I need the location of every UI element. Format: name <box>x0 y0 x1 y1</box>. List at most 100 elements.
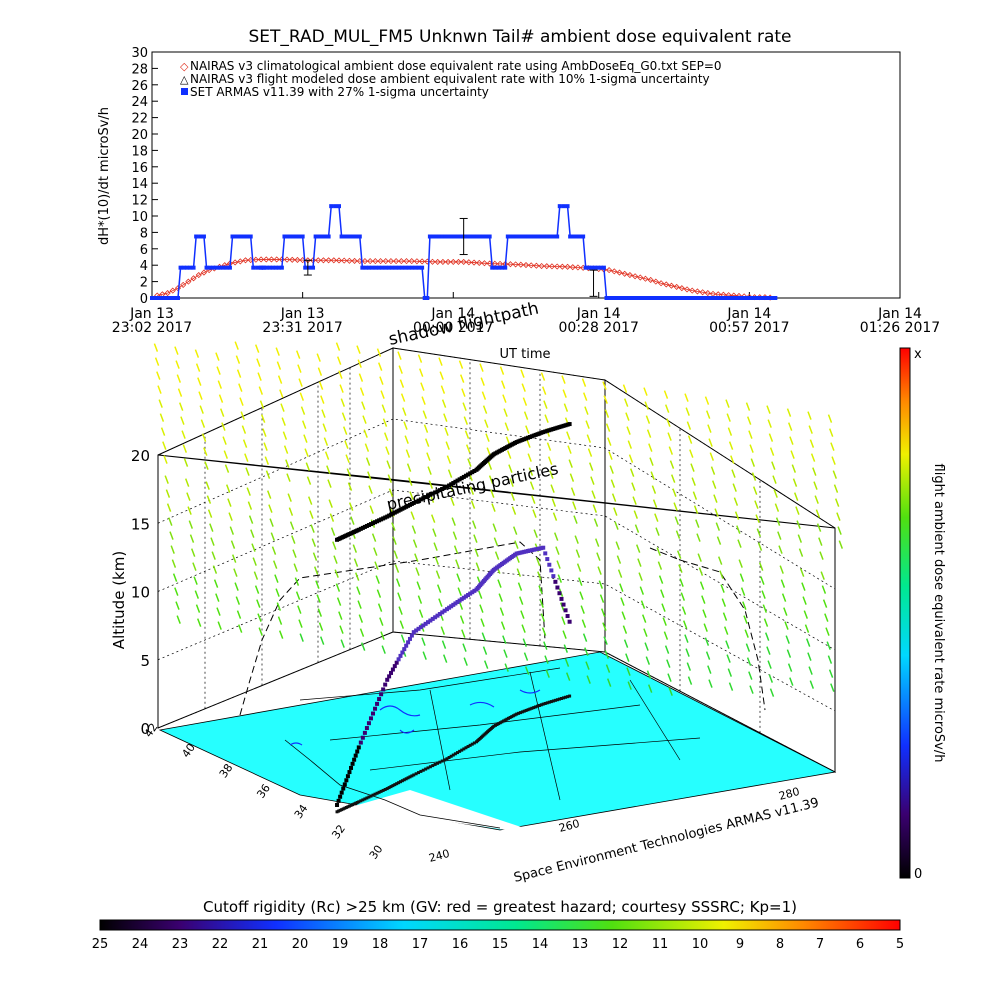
series-set-armas-point <box>685 296 690 300</box>
particle-mark <box>810 453 816 462</box>
particle-mark <box>520 610 525 619</box>
dose-rate-colorbar-max-label: x <box>914 347 922 362</box>
particle-mark <box>805 638 811 647</box>
particle-mark <box>787 663 793 672</box>
particle-mark <box>777 531 782 540</box>
series-set-armas-point <box>636 296 641 300</box>
particle-mark <box>430 514 436 523</box>
x-tick-time-label: 00:57 2017 <box>709 320 789 336</box>
particle-mark <box>808 425 813 434</box>
particle-mark <box>604 409 610 418</box>
particle-mark <box>462 643 467 652</box>
top-plane-track-point <box>545 428 550 433</box>
particle-mark <box>171 559 177 568</box>
top-plane-track-point <box>381 516 386 521</box>
particle-mark <box>585 420 590 429</box>
series-set-armas-point <box>316 234 321 239</box>
x-tick-date-label: Jan 14 <box>576 306 621 322</box>
particle-mark <box>350 516 355 525</box>
particle-mark <box>711 480 717 489</box>
particle-mark <box>235 355 241 364</box>
series-set-armas-point <box>459 234 464 239</box>
series-nairas-climatological-point <box>408 258 415 265</box>
particle-mark <box>786 408 792 417</box>
particle-mark <box>582 392 588 401</box>
cutoff-rigidity-tick-label: 5 <box>896 937 904 952</box>
particle-mark <box>309 510 314 519</box>
particle-mark <box>275 347 280 356</box>
particle-mark <box>838 540 844 549</box>
altitude-tick-label: 0 <box>140 720 150 738</box>
particle-mark <box>491 503 496 512</box>
series-set-armas-point <box>363 265 368 270</box>
series-nairas-climatological-point <box>673 283 680 290</box>
particle-mark <box>505 436 511 445</box>
particle-mark <box>234 582 239 591</box>
cutoff-rigidity-tick-label: 9 <box>736 937 744 952</box>
series-nairas-climatological-point <box>626 271 633 279</box>
particle-mark <box>283 445 289 454</box>
top-chart-plot-frame <box>151 51 901 299</box>
particle-mark <box>771 461 776 470</box>
particle-mark <box>382 418 388 427</box>
flight-track-point <box>463 594 468 599</box>
top-plane-track-point <box>364 523 369 528</box>
particle-mark <box>160 427 166 436</box>
particle-mark <box>338 370 343 379</box>
particle-mark <box>590 476 595 485</box>
series-set-armas-point <box>434 234 439 239</box>
particle-mark <box>235 596 241 605</box>
particle-mark <box>707 424 712 433</box>
particle-mark <box>740 587 746 596</box>
particle-mark <box>544 655 549 664</box>
series-set-armas-point <box>288 234 293 239</box>
ground-track-point <box>424 767 428 771</box>
ground-track-point <box>346 805 350 809</box>
particle-mark <box>219 408 225 417</box>
particle-mark <box>510 492 516 501</box>
series-nairas-climatological-point <box>455 258 462 265</box>
particle-mark <box>804 624 810 633</box>
series-set-armas-point <box>747 296 752 300</box>
series-set-armas-point <box>390 265 395 270</box>
flight-track-point <box>563 608 568 613</box>
particle-mark <box>684 634 689 643</box>
particle-mark <box>553 532 559 541</box>
particle-mark <box>766 646 771 655</box>
series-set-armas-point <box>337 204 341 209</box>
particle-mark <box>412 539 418 548</box>
particle-mark <box>473 534 478 543</box>
particle-mark <box>733 497 739 506</box>
particle-mark <box>767 419 772 428</box>
top-plane-track-point <box>442 485 447 490</box>
particle-mark <box>182 444 188 453</box>
legend-entry-nairas-flight: NAIRAS v3 flight modeled dose ambient eq… <box>190 72 710 86</box>
particle-mark <box>278 630 284 639</box>
cutoff-rigidity-tick-label: 16 <box>452 937 469 952</box>
ground-track-point <box>528 707 532 711</box>
particle-mark <box>617 569 623 578</box>
series-set-armas-point <box>416 265 421 270</box>
particle-mark <box>164 475 169 484</box>
particle-mark <box>798 548 804 557</box>
particle-mark <box>561 375 566 384</box>
particle-mark <box>165 489 171 498</box>
particle-mark <box>673 502 678 511</box>
series-set-armas-point <box>757 296 762 300</box>
particle-mark <box>809 680 815 689</box>
flight-track-point <box>470 590 475 595</box>
particle-mark <box>356 586 361 595</box>
particle-mark <box>648 443 653 452</box>
top-plane-track-point <box>440 487 445 492</box>
particle-mark <box>227 498 232 507</box>
particle-mark <box>547 456 553 465</box>
series-set-armas-point <box>555 234 560 239</box>
particle-mark <box>344 440 349 449</box>
latitude-tick-label: 34 <box>292 802 311 821</box>
top-plane-track-point <box>377 518 382 523</box>
particle-mark <box>502 394 507 403</box>
particle-mark <box>696 533 701 542</box>
particle-mark <box>550 484 555 493</box>
particle-mark <box>187 506 192 515</box>
cutoff-rigidity-tick-label: 11 <box>652 937 669 952</box>
